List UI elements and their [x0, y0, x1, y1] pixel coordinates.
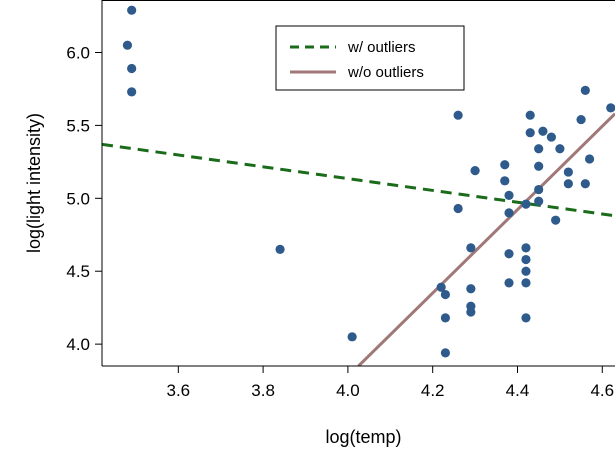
data-point: [127, 87, 137, 97]
plot-area: [102, 5, 615, 366]
data-point: [470, 166, 480, 176]
data-point: [466, 307, 476, 317]
x-tick-label: 3.6: [166, 381, 190, 400]
x-tick-label: 4.2: [421, 381, 445, 400]
x-tick-label: 3.8: [251, 381, 275, 400]
data-point: [504, 208, 514, 218]
data-point: [466, 284, 476, 294]
data-point: [555, 144, 565, 154]
data-point: [563, 167, 573, 177]
legend-box: [275, 25, 465, 91]
data-point: [122, 40, 133, 50]
data-point: [453, 110, 463, 120]
data-point: [525, 110, 535, 120]
data-point: [576, 114, 586, 125]
data-point: [440, 289, 451, 300]
data-point: [521, 313, 531, 323]
data-point: [275, 244, 285, 254]
data-point: [127, 5, 137, 15]
data-point: [504, 190, 514, 200]
data-point: [521, 243, 531, 253]
legend-label: w/o outliers: [347, 64, 424, 81]
data-point: [500, 176, 510, 186]
x-tick-label: 4.4: [506, 381, 530, 400]
data-point: [504, 249, 514, 259]
data-point: [584, 154, 595, 164]
data-point: [538, 126, 548, 136]
data-point: [534, 144, 544, 154]
data-point: [127, 63, 137, 74]
data-point: [606, 103, 615, 113]
data-point: [534, 161, 544, 171]
y-tick-label: 5.5: [66, 116, 90, 135]
data-point: [440, 348, 451, 358]
series-line-without-outliers: [357, 112, 615, 366]
data-point: [504, 278, 514, 288]
y-tick-label: 6.0: [66, 43, 90, 62]
data-point: [453, 203, 463, 214]
data-point: [521, 266, 531, 276]
data-point: [466, 243, 476, 253]
series-line-with-outliers: [102, 142, 615, 218]
y-tick-label: 5.0: [66, 189, 90, 208]
data-point: [521, 199, 531, 209]
x-tick-label: 4.6: [590, 381, 614, 400]
data-point: [534, 196, 544, 206]
data-point: [440, 313, 451, 323]
data-point: [500, 160, 510, 170]
data-point: [580, 85, 590, 96]
data-point: [534, 184, 544, 195]
data-point: [521, 254, 531, 265]
x-axis-label: log(temp): [325, 427, 401, 447]
data-point: [436, 282, 446, 292]
y-tick-label: 4.5: [66, 262, 90, 281]
data-point: [521, 278, 531, 288]
x-tick-label: 4.0: [336, 381, 360, 400]
legend-label: w/ outliers: [347, 39, 416, 56]
legend: w/ outliers w/o outliers: [275, 25, 465, 91]
data-point: [347, 332, 357, 342]
data-point: [525, 128, 535, 138]
y-tick-label: 4.0: [66, 335, 90, 354]
data-point: [580, 179, 590, 189]
data-point: [546, 132, 557, 142]
data-point: [551, 215, 561, 225]
axes: 3.6 3.8 4.0 4.2 4.4 4.6 4.0 4.5 5.0 5.5 6.0: [66, 0, 615, 400]
y-axis-label: log(light intensity): [24, 113, 44, 253]
data-point: [563, 179, 573, 189]
